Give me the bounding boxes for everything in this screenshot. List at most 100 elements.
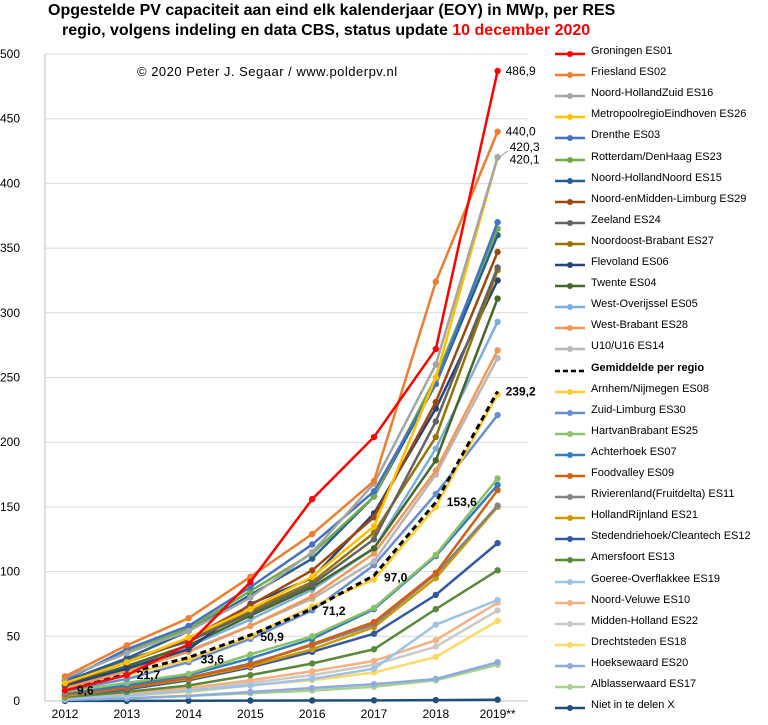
data-point: [494, 318, 501, 326]
legend-label: Gemiddelde per regio: [591, 361, 705, 374]
series-line: [64, 228, 499, 681]
data-point: [370, 493, 378, 500]
data-label: 97,0: [384, 570, 408, 584]
data-label: 239,2: [506, 384, 536, 398]
data-point: [494, 354, 501, 362]
data-point: [432, 569, 439, 577]
legend-label: Hoeksewaard ES20: [591, 656, 689, 669]
legend-label: HollandRijnland ES21: [591, 509, 699, 522]
legend-swatch: [555, 283, 585, 290]
data-labels: 9,6 21,7 33,6 50,9 71,2 97,0 153,6 239,2 486,9 44…: [77, 64, 540, 698]
series-line: [64, 477, 499, 694]
x-tick-label: 2014: [175, 707, 202, 721]
data-point: [309, 567, 316, 574]
legend-swatch: [555, 369, 585, 372]
data-point: [123, 642, 130, 649]
data-point: [494, 617, 501, 624]
legend-swatch: [555, 156, 585, 163]
data-point: [494, 295, 501, 302]
data-point: [370, 523, 378, 530]
legend-item: Friesland ES02: [553, 65, 765, 86]
data-point: [185, 682, 192, 689]
data-point: [432, 278, 439, 285]
data-point: [61, 673, 69, 680]
legend-item: Drenthe ES03: [553, 128, 765, 149]
data-point: [185, 634, 192, 641]
series-line: [64, 601, 499, 699]
legend-item: Rotterdam/DenHaag ES23: [553, 150, 765, 171]
data-point: [494, 347, 501, 354]
data-label: 71,2: [322, 604, 346, 618]
legend-item: Zuid-Limburg ES30: [553, 403, 765, 424]
legend-label: Niet in te delen X: [591, 699, 675, 712]
legend-swatch: [555, 304, 585, 311]
data-point: [309, 675, 316, 683]
legend-item: Stedendriehoek/Cleantech ES12: [553, 529, 765, 550]
data-point: [370, 630, 378, 637]
data-point: [185, 627, 192, 635]
legend-swatch: [555, 684, 585, 690]
data-point: [123, 671, 130, 679]
series-line: [64, 267, 499, 683]
legend-item: HollandRijnland ES21: [553, 508, 765, 529]
data-label: 9,6: [77, 684, 94, 698]
y-tick-label: 50: [7, 629, 21, 643]
y-tick-label: 400: [0, 176, 20, 190]
data-label: 486,9: [506, 64, 536, 78]
series-line: [65, 698, 498, 703]
series-line: [64, 660, 498, 701]
legend-swatch: [555, 93, 585, 100]
legend-label: Twente ES04: [591, 277, 657, 290]
legend-item: Achterhoek ES07: [553, 445, 765, 466]
legend-swatch: [555, 219, 585, 226]
legend-item: MetropoolregioEindhoven ES26: [553, 107, 765, 128]
data-point: [370, 576, 378, 583]
legend-item: U10/U16 ES14: [553, 339, 765, 360]
legend-swatch: [555, 409, 585, 416]
legend-item: Gemiddelde per regio: [553, 361, 765, 382]
data-point: [247, 578, 254, 586]
data-point: [432, 457, 439, 464]
data-point: [247, 661, 254, 668]
data-point: [247, 622, 254, 630]
legend-label: MetropoolregioEindhoven ES26: [591, 108, 747, 121]
data-point: [247, 682, 254, 689]
legend-item: Noord-HollandNoord ES15: [553, 171, 765, 192]
series-line: [64, 234, 499, 683]
data-point: [494, 248, 501, 256]
series-line: [64, 131, 499, 678]
data-point: [494, 567, 501, 574]
legend-label: Achterhoek ES07: [591, 445, 677, 458]
legend-swatch: [555, 473, 585, 479]
legend-item: Hoeksewaard ES20: [553, 656, 765, 677]
data-point: [185, 697, 192, 704]
data-point: [309, 697, 316, 704]
y-tick-label: 350: [0, 241, 20, 255]
legend-label: Amersfoort ES13: [591, 551, 675, 564]
legend-label: Drenthe ES03: [591, 129, 661, 142]
data-point: [123, 658, 130, 666]
legend-label: Noord-enMidden-Limburg ES29: [591, 192, 747, 205]
data-point: [370, 646, 378, 653]
data-point: [123, 649, 130, 657]
series-line: [64, 598, 499, 700]
data-point: [185, 670, 192, 678]
legend-swatch: [555, 388, 585, 395]
data-label: 21,7: [137, 668, 161, 682]
data-point: [309, 633, 316, 640]
legend-swatch: [555, 346, 585, 353]
legend-item: Drechtsteden ES18: [553, 635, 765, 656]
legend-label: Noordoost-Brabant ES27: [591, 234, 714, 247]
y-tick-label: 100: [0, 565, 20, 579]
data-point: [432, 433, 439, 441]
legend-label: Rotterdam/DenHaag ES23: [591, 150, 722, 163]
y-tick-label: 250: [0, 371, 20, 385]
x-tick-label: 2013: [113, 707, 140, 721]
legend-label: Noord-HollandZuid ES16: [591, 87, 714, 100]
data-point: [247, 688, 254, 696]
data-point: [309, 541, 316, 548]
x-axis-ticks: 2012 2013 2014 2015 2016 2017 2018 2019**: [52, 707, 516, 721]
legend-swatch: [555, 177, 585, 184]
copyright-text: © 2020 Peter J. Segaar / www.polderpv.nl: [137, 64, 398, 79]
legend-swatch: [555, 430, 585, 437]
